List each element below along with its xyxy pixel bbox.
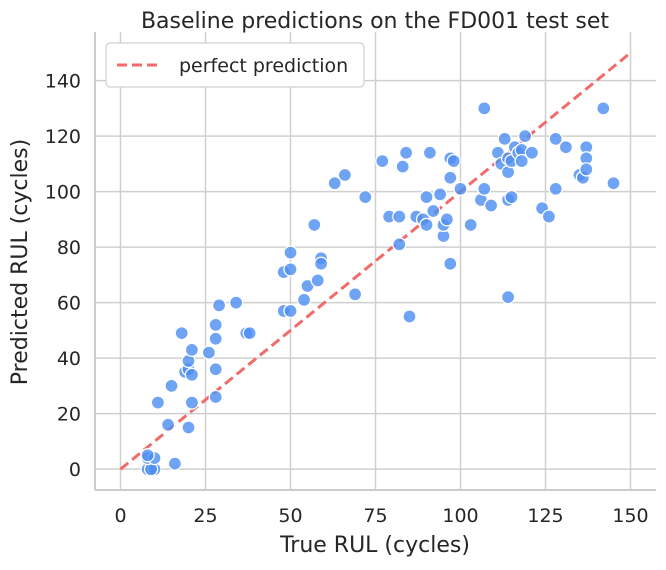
- tick-labels: 0 25 50 75 100 125 150 0 20 40 60 80 100 120 140: [45, 71, 649, 527]
- scatter-point: [419, 190, 434, 205]
- scatter-point: [453, 181, 468, 196]
- scatter-point: [337, 167, 353, 183]
- grid: [95, 32, 656, 490]
- scatter-point: [184, 342, 200, 357]
- scatter-point: [443, 170, 458, 185]
- scatter-point: [596, 101, 611, 116]
- scatter-point: [517, 128, 533, 144]
- scatter-point: [313, 256, 329, 271]
- scatter-point: [307, 217, 322, 233]
- scatter-point: [164, 378, 179, 394]
- x-tick-label: 125: [527, 505, 563, 527]
- legend: perfect prediction: [105, 42, 365, 88]
- scatter-point: [402, 309, 417, 324]
- chart-title: Baseline predictions on the FD001 test s…: [141, 9, 609, 34]
- scatter-point: [541, 209, 557, 224]
- scatter-point: [443, 256, 458, 271]
- scatter-point: [310, 273, 325, 288]
- scatter-point: [201, 345, 217, 360]
- scatter-point: [150, 395, 166, 410]
- scatter-point: [283, 303, 298, 319]
- scatter-point: [548, 181, 563, 196]
- scatter-point: [398, 145, 414, 160]
- y-tick-label: 140: [45, 71, 81, 93]
- scatter-point: [283, 245, 298, 260]
- scatter-point: [392, 237, 407, 252]
- scatter-point: [358, 190, 373, 205]
- x-tick-label: 75: [363, 505, 387, 527]
- scatter-point: [395, 159, 410, 174]
- x-axis-label: True RUL (cycles): [279, 533, 470, 558]
- scatter-point: [446, 153, 461, 169]
- scatter-point: [463, 217, 478, 233]
- scatter-point: [160, 417, 176, 432]
- scatter-point: [422, 145, 438, 160]
- x-tick-label: 50: [278, 505, 302, 527]
- scatter-point: [208, 317, 223, 332]
- scatter-point: [296, 292, 312, 308]
- scatter-points: [140, 101, 621, 477]
- scatter-point: [419, 217, 434, 233]
- scatter-point: [439, 212, 455, 227]
- scatter-point: [426, 203, 441, 219]
- legend-box: [105, 42, 365, 88]
- scatter-point: [208, 362, 223, 377]
- legend-label: perfect prediction: [179, 55, 348, 77]
- scatter-point: [208, 331, 223, 346]
- scatter-point: [579, 162, 594, 177]
- scatter-point: [548, 131, 563, 147]
- scatter-point: [184, 367, 200, 382]
- scatter-point: [483, 198, 499, 213]
- x-tick-label: 150: [612, 505, 648, 527]
- y-tick-label: 40: [57, 348, 81, 370]
- scatter-point: [211, 298, 227, 313]
- scatter-point: [497, 131, 512, 147]
- scatter-point: [327, 176, 342, 191]
- scatter-point: [514, 153, 529, 169]
- scatter-point: [184, 395, 200, 410]
- y-tick-label: 120: [45, 126, 81, 148]
- scatter-point: [524, 145, 540, 160]
- scatter-point: [174, 326, 189, 341]
- scatter-point: [432, 187, 448, 202]
- scatter-point: [208, 389, 223, 405]
- scatter-point: [242, 326, 257, 341]
- scatter-point: [392, 209, 407, 224]
- y-tick-label: 0: [69, 459, 81, 481]
- y-tick-label: 100: [45, 182, 81, 204]
- scatter-point: [167, 456, 183, 471]
- y-tick-label: 60: [57, 293, 81, 315]
- scatter-point: [477, 181, 492, 196]
- scatter-point: [283, 262, 298, 277]
- scatter-point: [140, 448, 155, 463]
- scatter-point: [558, 140, 574, 155]
- scatter-point: [477, 101, 492, 116]
- scatter-point: [181, 420, 196, 435]
- x-tick-label: 25: [193, 505, 217, 527]
- scatter-point: [375, 153, 390, 169]
- scatter-point: [347, 287, 363, 302]
- axes: [94, 32, 656, 491]
- y-tick-label: 80: [57, 237, 81, 259]
- x-tick-label: 100: [442, 505, 478, 527]
- scatter-point: [500, 289, 516, 305]
- perfect-prediction-line: [119, 51, 632, 471]
- scatter-point: [228, 295, 244, 310]
- reference-line-layer: [119, 51, 632, 471]
- x-tick-label: 0: [114, 505, 126, 527]
- y-tick-label: 20: [57, 404, 81, 426]
- y-axis-label: Predicted RUL (cycles): [8, 139, 33, 385]
- scatter-point: [606, 176, 621, 191]
- scatter-point: [504, 190, 519, 205]
